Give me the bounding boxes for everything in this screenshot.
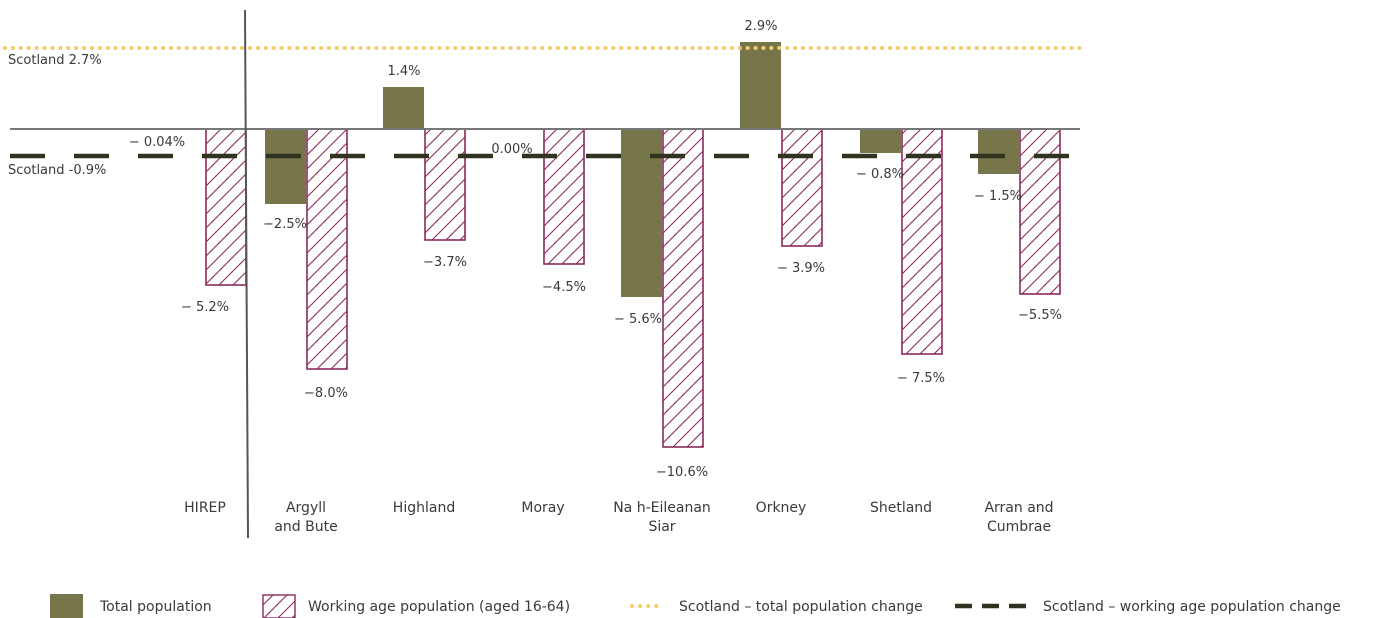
bar-total-population [860,129,901,153]
extra-value-label: 0.00% [491,142,532,157]
category-label: HIREP [184,500,226,516]
bar-working-age-population [306,128,348,370]
bar-total-population [978,129,1019,174]
bar-working-age-population [781,128,823,247]
category-label: Highland [393,500,455,516]
bar-working-age-population [662,128,704,448]
bar-working-age-population [543,128,585,265]
legend-label-scotland-total: Scotland – total population change [679,599,923,615]
labels-layer: Scotland 2.7% Scotland -0.9% − 5.2% −2.5% −8… [8,19,1062,535]
bar-total-population [265,129,306,204]
total-population-value-label: − 0.8% [856,167,904,182]
category-label: Orkney [756,500,807,516]
bar-total-population [383,87,424,129]
scotland-working-age-change-label: Scotland -0.9% [8,163,106,178]
extra-value-label: − 0.04% [129,135,185,150]
legend-label-working-age: Working age population (aged 16-64) [308,599,570,615]
total-population-value-label: − 5.6% [614,312,662,327]
bar-total-population [740,42,781,129]
category-label: Argyll [286,500,326,516]
legend: Total population Working age population (… [50,594,1341,618]
bar-working-age-population [205,128,247,286]
axes-layer [10,9,1080,539]
category-label: Shetland [870,500,932,516]
category-label: and Bute [274,519,337,535]
category-label: Cumbrae [987,519,1051,535]
category-label: Na h-Eileanan [613,500,711,516]
total-population-value-label: −2.5% [263,217,307,232]
bar-working-age-population [901,128,943,355]
legend-swatch-working-age [262,594,296,618]
working-age-value-label: − 3.9% [777,261,825,276]
working-age-value-label: −4.5% [542,280,586,295]
total-population-value-label: 1.4% [387,64,420,79]
legend-label-total-population: Total population [99,599,212,615]
category-label: Moray [521,500,564,516]
category-label: Siar [648,519,675,535]
category-label: Arran and [984,500,1053,516]
working-age-value-label: −3.7% [423,255,467,270]
total-population-value-label: − 1.5% [974,189,1022,204]
legend-label-scotland-working-age: Scotland – working age population change [1043,599,1341,615]
reference-lines-front [3,46,1084,159]
working-age-value-label: −10.6% [656,465,708,480]
working-age-value-label: − 7.5% [897,371,945,386]
legend-swatch-total-population [50,594,83,618]
working-age-value-label: −8.0% [304,386,348,401]
total-population-value-label: 2.9% [744,19,777,34]
scotland-total-change-label: Scotland 2.7% [8,53,102,68]
divider-line [244,9,249,539]
bar-working-age-population [424,128,466,241]
working-age-value-label: − 5.2% [181,300,229,315]
working-age-value-label: −5.5% [1018,308,1062,323]
